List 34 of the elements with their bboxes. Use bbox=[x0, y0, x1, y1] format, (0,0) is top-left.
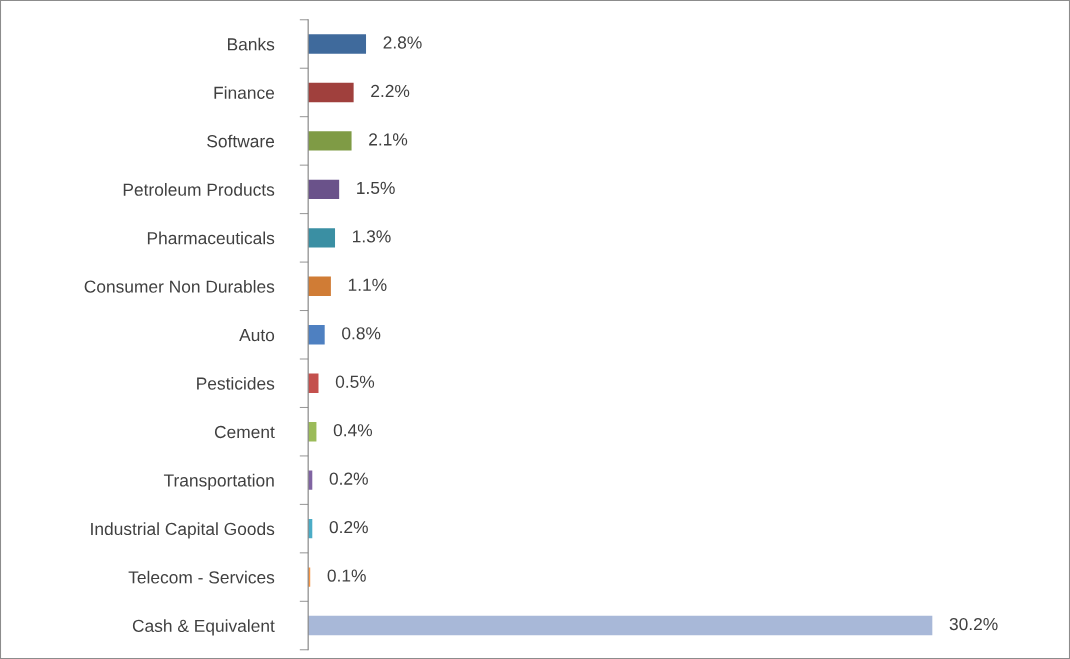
y-tick-label: Pharmaceuticals bbox=[147, 231, 275, 245]
data-label: 0.2% bbox=[329, 472, 368, 485]
data-label: 0.8% bbox=[342, 327, 381, 340]
data-label: 0.5% bbox=[335, 375, 375, 388]
y-tick-label: Consumer Non Durables bbox=[84, 280, 275, 293]
y-tick-label: Software bbox=[207, 134, 275, 148]
data-label: 2.1% bbox=[369, 133, 408, 146]
bar bbox=[308, 615, 933, 636]
data-label: 2.8% bbox=[383, 36, 422, 49]
data-label: 0.4% bbox=[333, 424, 373, 437]
data-label: 1.3% bbox=[353, 230, 391, 243]
data-label: 0.2% bbox=[329, 520, 368, 534]
bar bbox=[308, 228, 336, 248]
data-label: 0.1% bbox=[327, 569, 366, 582]
y-tick-label: Cement bbox=[214, 425, 275, 439]
y-tick-label: Pesticides bbox=[197, 376, 275, 390]
bar bbox=[308, 325, 325, 345]
bar bbox=[308, 131, 352, 151]
bar bbox=[308, 276, 331, 296]
y-tick-label: Industrial Capital Goods bbox=[91, 522, 275, 539]
y-tick-label: Banks bbox=[228, 37, 275, 51]
y-tick-label: Finance bbox=[214, 86, 275, 99]
y-tick-label: Auto bbox=[239, 329, 275, 342]
y-tick-label: Transportation bbox=[163, 473, 274, 491]
data-label: 1.5% bbox=[357, 181, 395, 195]
y-tick-label: Telecom - Services bbox=[128, 570, 275, 584]
data-label: 1.1% bbox=[348, 278, 387, 291]
bar bbox=[308, 34, 367, 54]
data-label: 30.2% bbox=[949, 617, 998, 631]
data-label: 2.2% bbox=[371, 84, 410, 98]
bar bbox=[308, 179, 340, 200]
y-tick-label: Petroleum Products bbox=[123, 183, 275, 196]
y-tick-label: Cash & Equivalent bbox=[132, 619, 275, 636]
bar bbox=[308, 82, 354, 103]
